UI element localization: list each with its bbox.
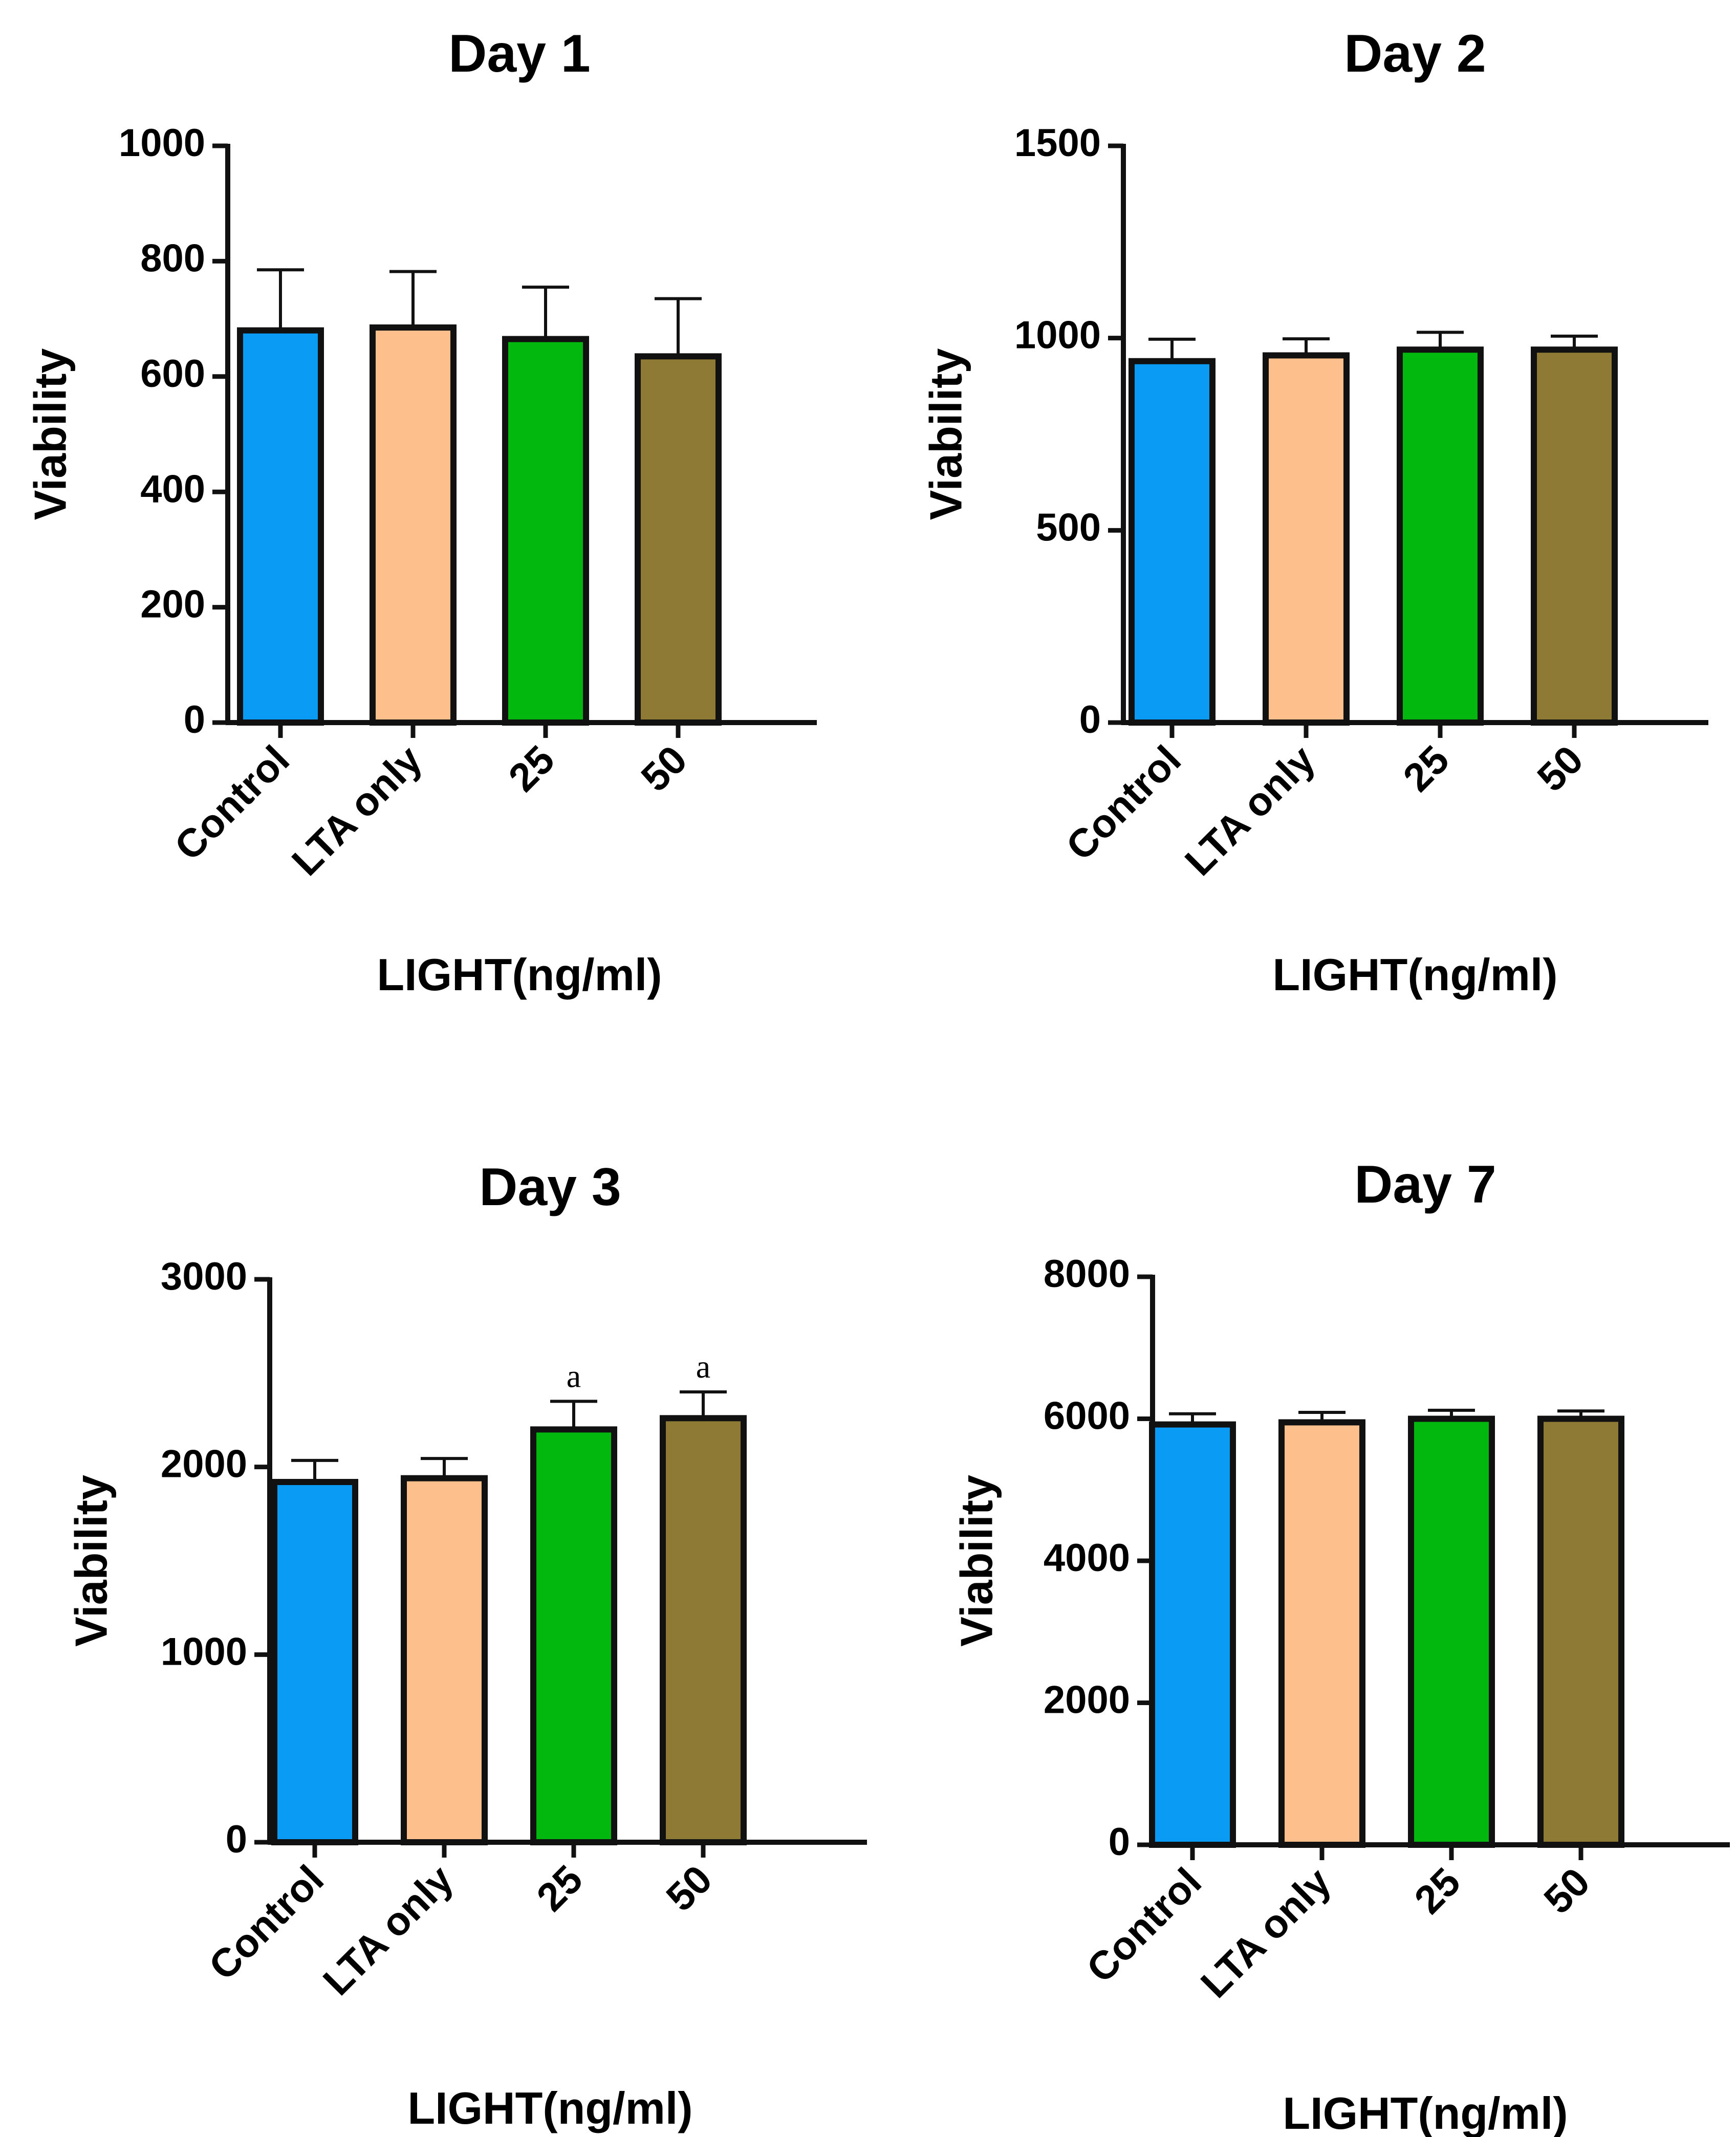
bar-control <box>1129 358 1216 726</box>
x-tick-label: LTA only <box>1192 1859 1339 2007</box>
x-tick-label: 50 <box>1535 1859 1598 1923</box>
x-tick-label: 50 <box>1528 737 1592 800</box>
chart-title: Day 7 <box>1354 1155 1496 1214</box>
x-tick-label: LTA only <box>314 1857 462 2004</box>
x-axis-label: LIGHT(ng/ml) <box>377 949 662 1000</box>
y-tick-label: 800 <box>140 236 205 280</box>
x-tick-label: 50 <box>632 737 696 800</box>
bar-50 <box>660 1415 747 1845</box>
y-tick-label: 1000 <box>161 1630 247 1673</box>
y-tick-label: 2000 <box>161 1443 247 1486</box>
y-tick-label: 200 <box>140 583 205 626</box>
y-tick-label: 1000 <box>119 121 205 165</box>
bar-lta-only <box>401 1475 488 1846</box>
chart-title: Day 3 <box>479 1158 621 1217</box>
bar-50 <box>635 353 722 726</box>
bar-control <box>1149 1421 1236 1848</box>
x-tick-label: 25 <box>528 1857 591 1920</box>
y-axis-label: Viability <box>66 1475 116 1647</box>
y-tick-label: 0 <box>226 1818 247 1861</box>
y-tick-label: 3000 <box>161 1255 247 1298</box>
y-tick-label: 6000 <box>1044 1394 1130 1438</box>
x-tick-label: Control <box>166 737 298 869</box>
chart-title: Day 2 <box>1344 24 1486 83</box>
x-axis-label: LIGHT(ng/ml) <box>1283 2088 1568 2137</box>
bar-25 <box>1397 346 1484 726</box>
bar-lta-only <box>1278 1419 1365 1848</box>
y-tick-label: 500 <box>1036 506 1101 549</box>
y-tick-label: 4000 <box>1044 1536 1130 1580</box>
bar-control <box>271 1479 358 1845</box>
y-tick-label: 1000 <box>1014 314 1101 357</box>
y-axis-label: Viability <box>25 348 75 520</box>
bar-25 <box>502 336 589 726</box>
bar-25 <box>1408 1415 1495 1848</box>
y-tick-label: 600 <box>140 352 205 396</box>
x-tick-label: LTA only <box>1176 737 1323 884</box>
bar-lta-only <box>370 324 457 726</box>
y-tick-label: 2000 <box>1044 1678 1130 1722</box>
x-tick-label: Control <box>1057 737 1189 869</box>
y-axis-label: Viability <box>920 348 971 520</box>
y-tick-label: 1500 <box>1014 121 1101 165</box>
x-tick-label: 25 <box>500 737 563 800</box>
bar-25 <box>530 1426 617 1845</box>
y-tick-label: 8000 <box>1044 1252 1130 1296</box>
y-tick-label: 0 <box>184 698 205 742</box>
y-tick-label: 400 <box>140 467 205 511</box>
x-axis-label: LIGHT(ng/ml) <box>1272 949 1557 1000</box>
chart-title: Day 1 <box>448 24 591 83</box>
significance-letter: a <box>567 1358 581 1394</box>
x-axis-label: LIGHT(ng/ml) <box>407 2083 692 2133</box>
x-tick-label: 25 <box>1394 737 1458 800</box>
x-tick-label: Control <box>1078 1859 1210 1991</box>
y-tick-label: 0 <box>1109 1820 1130 1864</box>
bar-lta-only <box>1263 352 1350 726</box>
y-tick-label: 0 <box>1079 698 1101 742</box>
x-tick-label: 50 <box>657 1857 721 1920</box>
x-tick-label: Control <box>200 1857 332 1989</box>
significance-letter: a <box>696 1348 710 1385</box>
x-tick-label: 25 <box>1405 1859 1469 1923</box>
y-axis-label: Viability <box>951 1475 1002 1647</box>
bar-50 <box>1531 346 1618 726</box>
x-tick-label: LTA only <box>283 737 430 884</box>
bar-50 <box>1537 1415 1624 1848</box>
bar-control <box>237 327 324 726</box>
